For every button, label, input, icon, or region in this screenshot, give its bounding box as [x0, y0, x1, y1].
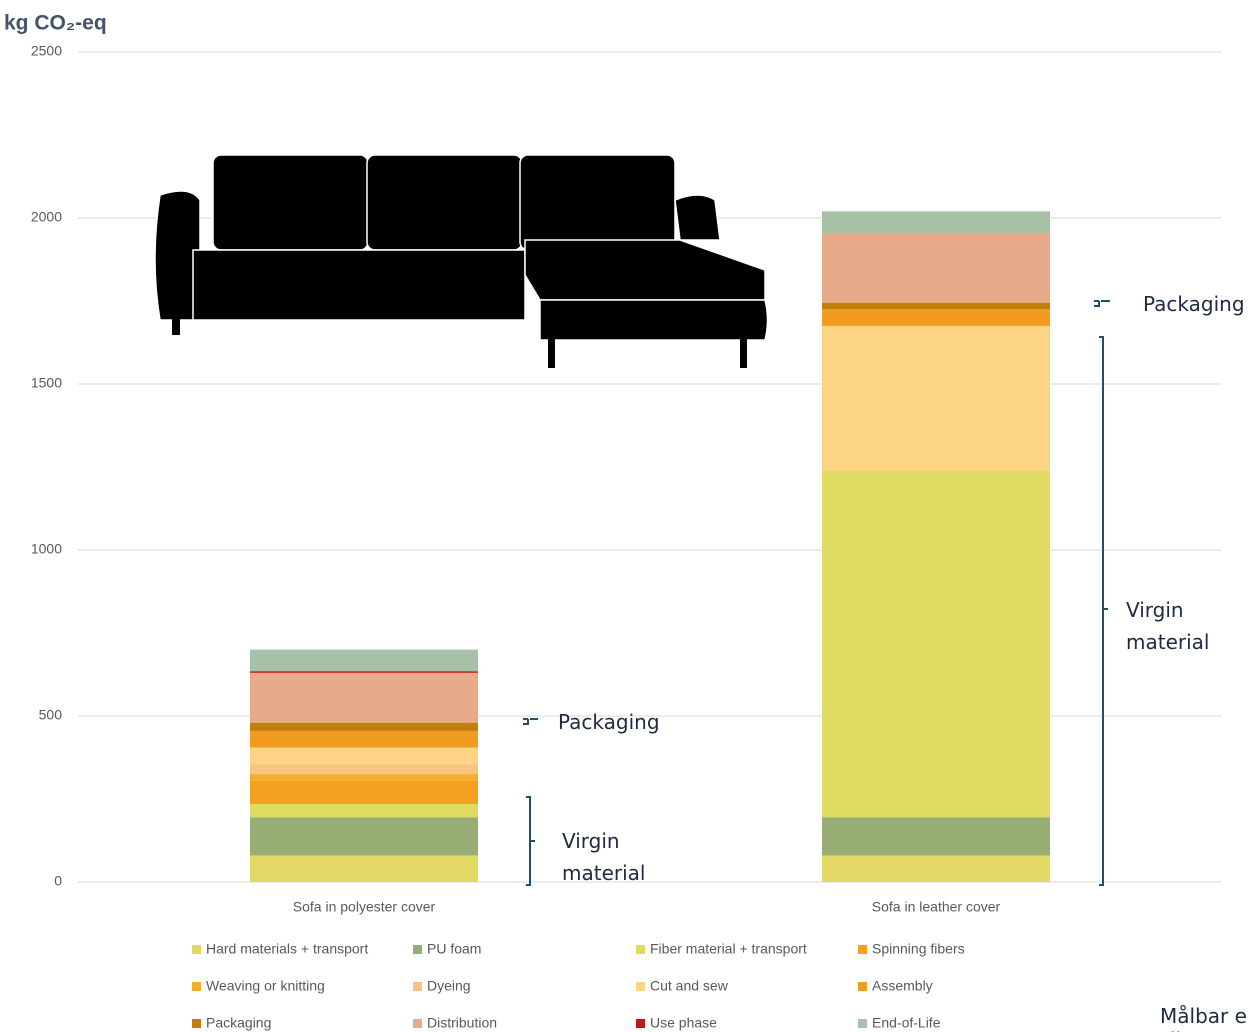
legend-swatch [858, 982, 867, 991]
legend-label: End-of-Life [872, 1015, 941, 1031]
legend-label: Packaging [206, 1015, 271, 1031]
y-tick-label: 1500 [31, 375, 62, 391]
bar-segment [822, 302, 1050, 310]
bar-segment [250, 774, 478, 781]
y-axis-title: kg CO₂-eq [4, 12, 107, 35]
bar-segment [822, 470, 1050, 818]
legend-label: Spinning fibers [872, 941, 965, 957]
bar-segment [250, 803, 478, 818]
bar-segment [822, 211, 1050, 233]
bar-segment [250, 649, 478, 672]
bar-segment [250, 730, 478, 748]
legend-label: Use phase [650, 1015, 717, 1031]
legend-swatch [858, 1019, 867, 1028]
legend-label: Hard materials + transport [206, 941, 368, 957]
bar-segment [822, 817, 1050, 856]
legend-swatch [192, 982, 201, 991]
legend-swatch [413, 982, 422, 991]
legend-label: Weaving or knitting [206, 978, 325, 994]
bar-segment [250, 764, 478, 775]
legend-swatch [636, 1019, 645, 1028]
annotation: Packaging [1143, 292, 1245, 316]
bar-segment [250, 817, 478, 856]
annotation: Virgin material [1126, 598, 1210, 654]
x-tick-label: Sofa in leather cover [872, 899, 1001, 915]
legend-swatch [413, 945, 422, 954]
bar-segment [250, 747, 478, 765]
legend-label: Fiber material + transport [650, 941, 807, 957]
bar-segment [250, 855, 478, 882]
bar-segment [250, 671, 478, 673]
bar-segment [250, 722, 478, 731]
brackets [523, 300, 1110, 886]
y-tick-label: 1000 [31, 541, 62, 557]
y-tick-label: 2500 [31, 43, 62, 59]
annotation: Virgin material [562, 829, 646, 885]
sofa-illustration [154, 154, 769, 368]
bar-segment [250, 780, 478, 804]
annotation: Målbar e [1160, 1004, 1247, 1028]
annotation: Fib-re-re [1160, 1024, 1243, 1032]
annotation: Packaging [558, 710, 660, 734]
legend-label: Cut and sew [650, 978, 729, 994]
legend-label: Assembly [872, 978, 933, 994]
legend-label: PU foam [427, 941, 481, 957]
y-tick-label: 2000 [31, 209, 62, 225]
legend-label: Dyeing [427, 978, 471, 994]
bar-segment [822, 325, 1050, 471]
y-tick-label: 500 [39, 707, 63, 723]
legend-swatch [858, 945, 867, 954]
legend-swatch [192, 945, 201, 954]
legend-swatch [413, 1019, 422, 1028]
bar-segment [822, 232, 1050, 303]
legend-swatch [636, 945, 645, 954]
legend-label: Distribution [427, 1015, 497, 1031]
legend-swatch [192, 1019, 201, 1028]
bar-segment [822, 855, 1050, 882]
y-tick-label: 0 [54, 873, 62, 889]
bar-segment [822, 309, 1050, 326]
x-tick-label: Sofa in polyester cover [293, 899, 436, 915]
bar-segment [250, 672, 478, 723]
legend-swatch [636, 982, 645, 991]
